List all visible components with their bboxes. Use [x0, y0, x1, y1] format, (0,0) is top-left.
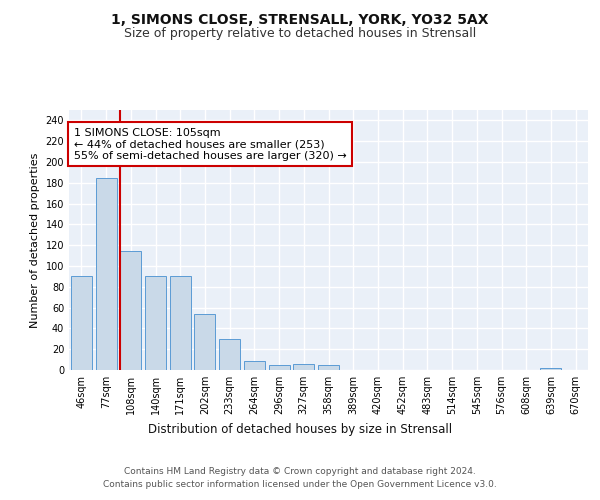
Bar: [120, 252, 141, 370]
Text: 1, SIMONS CLOSE, STRENSALL, YORK, YO32 5AX: 1, SIMONS CLOSE, STRENSALL, YORK, YO32 5…: [111, 12, 489, 26]
Bar: [145, 276, 166, 370]
Text: Size of property relative to detached houses in Strensall: Size of property relative to detached ho…: [124, 28, 476, 40]
Bar: [318, 365, 339, 370]
Bar: [269, 365, 290, 370]
Bar: [170, 276, 191, 370]
Bar: [95, 178, 116, 370]
Text: Distribution of detached houses by size in Strensall: Distribution of detached houses by size …: [148, 422, 452, 436]
Bar: [219, 339, 240, 370]
Y-axis label: Number of detached properties: Number of detached properties: [30, 152, 40, 328]
Bar: [71, 276, 92, 370]
Bar: [244, 360, 265, 370]
Text: 1 SIMONS CLOSE: 105sqm
← 44% of detached houses are smaller (253)
55% of semi-de: 1 SIMONS CLOSE: 105sqm ← 44% of detached…: [74, 128, 347, 161]
Bar: [194, 314, 215, 370]
Bar: [293, 364, 314, 370]
Text: Contains HM Land Registry data © Crown copyright and database right 2024.
Contai: Contains HM Land Registry data © Crown c…: [103, 468, 497, 489]
Bar: [541, 368, 562, 370]
